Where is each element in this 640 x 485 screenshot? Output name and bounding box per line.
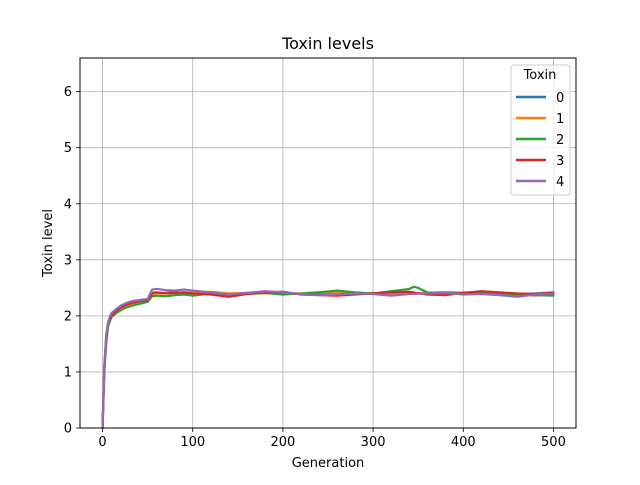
x-tick-label: 300	[361, 435, 386, 450]
y-tick-label: 3	[64, 253, 72, 268]
y-tick-label: 0	[64, 422, 72, 437]
x-tick-label: 500	[541, 435, 566, 450]
x-tick-label: 0	[98, 435, 106, 450]
legend-label-2: 2	[556, 133, 564, 148]
y-tick-label: 2	[64, 309, 72, 324]
chart-title: Toxin levels	[281, 34, 374, 53]
x-tick-label: 100	[180, 435, 205, 450]
y-tick-label: 6	[64, 85, 72, 100]
series-lines	[101, 285, 555, 430]
legend-title: Toxin	[523, 68, 557, 83]
legend-entries: 0 1 2 3 4	[516, 91, 564, 190]
axis-ticks: 0 100 200 300 400 500 0 1 2 3 4 5 6	[64, 85, 566, 450]
legend-label-3: 3	[556, 154, 564, 169]
legend: Toxin 0 1 2 3 4	[510, 64, 571, 196]
x-axis-label: Generation	[292, 456, 365, 471]
y-axis-label: Toxin level	[41, 209, 56, 278]
grid-lines	[80, 58, 576, 429]
y-tick-label: 5	[64, 141, 72, 156]
y-tick-label: 1	[64, 365, 72, 380]
legend-label-1: 1	[556, 112, 564, 127]
x-tick-label: 200	[270, 435, 295, 450]
legend-label-4: 4	[556, 175, 564, 190]
x-tick-label: 400	[451, 435, 476, 450]
legend-label-0: 0	[556, 91, 564, 106]
series-line-4	[101, 287, 555, 430]
y-tick-label: 4	[64, 197, 72, 212]
plot-frame	[79, 57, 577, 429]
series-line-3	[101, 290, 555, 430]
